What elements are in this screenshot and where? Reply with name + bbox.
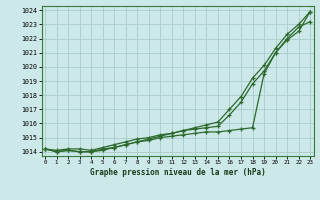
X-axis label: Graphe pression niveau de la mer (hPa): Graphe pression niveau de la mer (hPa) bbox=[90, 168, 266, 177]
